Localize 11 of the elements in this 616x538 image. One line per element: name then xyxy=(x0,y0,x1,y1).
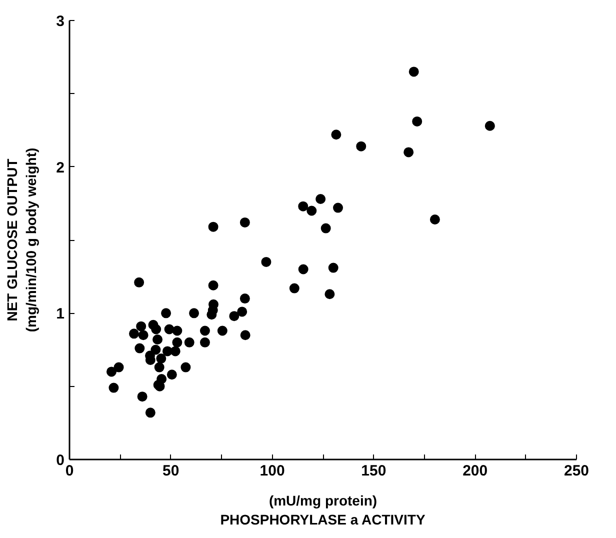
x-tick-label: 150 xyxy=(361,462,386,480)
y-tick-label: 3 xyxy=(56,13,64,30)
x-tick-label: 50 xyxy=(162,462,180,480)
y-tick-label: 2 xyxy=(56,159,64,176)
x-tick-label: 200 xyxy=(462,462,488,480)
y-axis-title: NET GLUCOSE OUTPUT (mg/min/100 g body weight) xyxy=(4,148,40,332)
y-tick-label: 1 xyxy=(56,306,64,323)
y-tick-label: 0 xyxy=(56,452,64,469)
x-axis-title: (mU/mg protein) PHOSPHORYLASE a ACTIVITY xyxy=(220,492,426,528)
x-tick-label: 100 xyxy=(260,462,285,480)
x-tick-label: 250 xyxy=(564,462,590,480)
